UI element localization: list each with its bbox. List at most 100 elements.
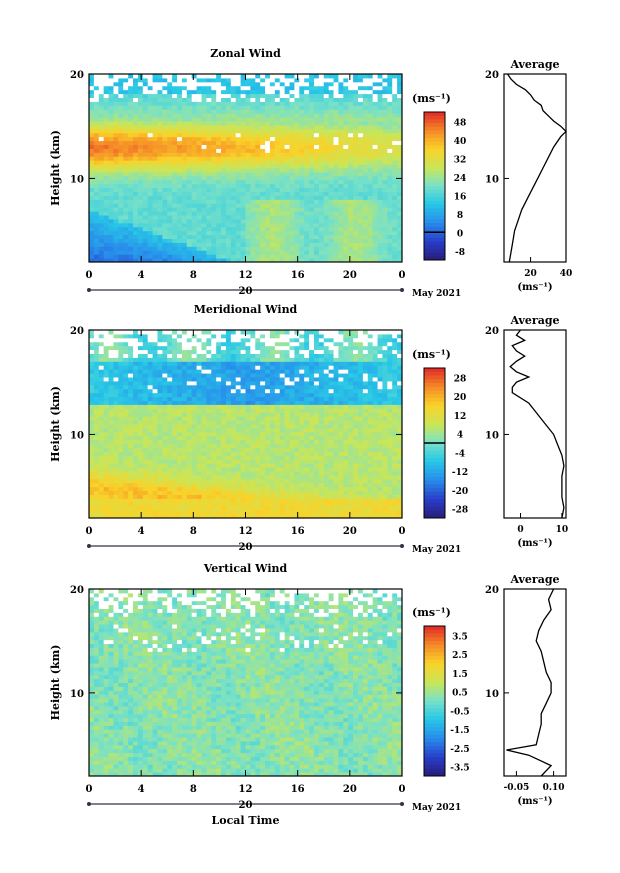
heatmap-cell xyxy=(274,168,281,173)
heatmap-cell xyxy=(211,463,217,468)
heatmap-cell xyxy=(338,136,344,142)
heatmap-cell xyxy=(255,377,261,382)
heatmap-cell xyxy=(362,121,369,126)
heatmap-cell xyxy=(235,175,242,181)
heatmap-cell xyxy=(348,187,354,192)
heatmap-cell xyxy=(133,136,139,142)
heatmap-cell xyxy=(93,478,100,484)
heatmap-cell xyxy=(123,486,129,492)
heatmap-cell xyxy=(196,427,202,433)
heatmap-cell xyxy=(133,467,139,472)
heatmap-cell xyxy=(333,77,339,83)
heatmap-cell xyxy=(284,207,291,212)
heatmap-cell xyxy=(98,380,105,386)
heatmap-cell xyxy=(98,424,105,429)
heatmap-cell xyxy=(123,203,129,208)
heatmap-cell xyxy=(318,226,325,232)
y-tick-label: 20 xyxy=(70,70,84,81)
heatmap-cell xyxy=(245,510,251,515)
heatmap-cell xyxy=(118,447,124,452)
heatmap-cell xyxy=(250,199,256,204)
heatmap-cell xyxy=(353,171,359,177)
heatmap-cell xyxy=(118,238,124,243)
heatmap-cell xyxy=(133,337,139,343)
heatmap-cell xyxy=(137,171,144,177)
heatmap-cell xyxy=(201,77,207,83)
heatmap-cell xyxy=(269,482,276,488)
heatmap-cell xyxy=(240,230,246,236)
heatmap-cell xyxy=(245,93,251,98)
heatmap-cell xyxy=(382,109,388,114)
heatmap-cell xyxy=(177,494,183,499)
heatmap-cell xyxy=(299,218,305,224)
heatmap-cell xyxy=(294,179,300,185)
heatmap-cell xyxy=(191,498,198,503)
heatmap-cell xyxy=(284,215,291,220)
heatmap-cell xyxy=(93,81,100,87)
heatmap-cell xyxy=(206,380,212,386)
heatmap-cell xyxy=(318,222,325,228)
heatmap-cell xyxy=(265,179,271,185)
heatmap-cell xyxy=(181,117,188,122)
heatmap-cell xyxy=(313,136,320,142)
heatmap-cell xyxy=(333,226,339,232)
heatmap-cell xyxy=(89,388,95,394)
heatmap-cell xyxy=(255,191,261,196)
heatmap-cell xyxy=(328,89,335,95)
heatmap-cell xyxy=(196,183,202,189)
heatmap-cell xyxy=(186,117,193,122)
heatmap-cell xyxy=(294,109,300,114)
heatmap-cell xyxy=(152,498,158,503)
heatmap-cell xyxy=(362,191,369,196)
heatmap-cell xyxy=(245,369,251,374)
heatmap-cell xyxy=(255,215,261,220)
heatmap-cell xyxy=(382,218,388,224)
heatmap-cell xyxy=(367,222,374,228)
heatmap-cell xyxy=(221,179,227,185)
heatmap-cell xyxy=(318,156,325,161)
heatmap-cell xyxy=(260,74,266,79)
heatmap-cell xyxy=(382,203,388,208)
heatmap-cell xyxy=(289,144,295,149)
heatmap-cell xyxy=(142,171,149,177)
heatmap-cell xyxy=(357,199,364,204)
heatmap-cell xyxy=(113,113,119,118)
heatmap-cell xyxy=(245,416,251,421)
heatmap-cell xyxy=(225,408,232,413)
heatmap-cell xyxy=(323,207,330,212)
heatmap-cell xyxy=(367,187,374,192)
heatmap-cell xyxy=(103,222,110,228)
heatmap-cell xyxy=(279,238,286,243)
heatmap-cell xyxy=(93,404,100,409)
heatmap-cell xyxy=(279,183,286,189)
heatmap-cell xyxy=(269,152,276,157)
heatmap-cell xyxy=(245,467,251,472)
heatmap-cell xyxy=(108,179,114,185)
heatmap-cell xyxy=(142,349,149,354)
heatmap-cell xyxy=(98,148,105,153)
heatmap-cell xyxy=(230,455,237,460)
heatmap-cell xyxy=(89,246,95,251)
heatmap-cell xyxy=(133,443,139,448)
heatmap-cell xyxy=(377,128,383,134)
heatmap-cell xyxy=(118,128,124,134)
heatmap-cell xyxy=(221,392,227,398)
heatmap-cell xyxy=(128,74,134,79)
heatmap-cell xyxy=(196,341,202,347)
heatmap-cell xyxy=(230,490,237,495)
heatmap-cell xyxy=(167,435,173,441)
heatmap-cell xyxy=(294,183,300,189)
heatmap-cell xyxy=(299,191,305,196)
heatmap-cell xyxy=(177,345,183,351)
heatmap-cell xyxy=(123,377,129,382)
heatmap-cell xyxy=(299,179,305,185)
heatmap-cell xyxy=(93,156,100,161)
heatmap-cell xyxy=(157,183,163,189)
heatmap-cell xyxy=(294,121,300,126)
heatmap-cell xyxy=(167,140,173,145)
heatmap-cell xyxy=(98,203,105,208)
heatmap-cell xyxy=(157,365,163,370)
heatmap-cell xyxy=(250,498,256,503)
heatmap-cell xyxy=(265,349,271,354)
